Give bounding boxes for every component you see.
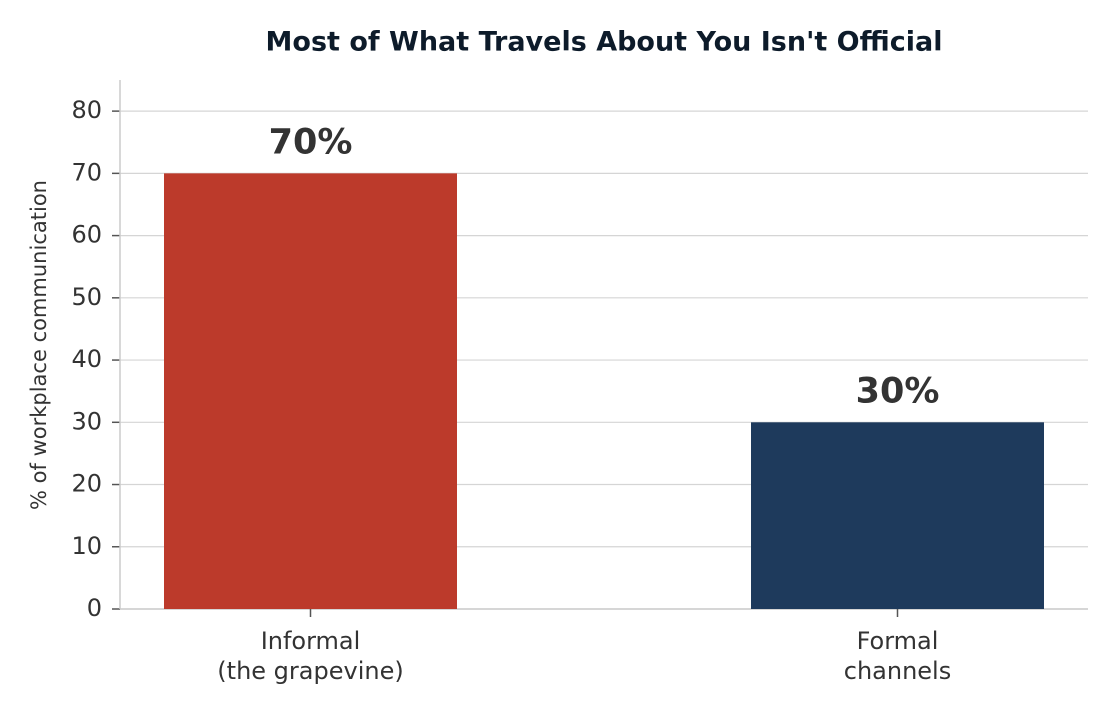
x-tick-label: Informal (the grapevine) bbox=[217, 627, 404, 685]
x-tick-label: Formal channels bbox=[843, 627, 952, 685]
value-label: 30% bbox=[856, 371, 940, 411]
y-tick-label: 10 bbox=[71, 532, 102, 560]
y-tick-label: 50 bbox=[71, 283, 102, 311]
y-tick-label: 0 bbox=[87, 594, 102, 622]
y-tick-label: 80 bbox=[71, 96, 102, 124]
bar bbox=[751, 422, 1044, 609]
y-tick-label: 40 bbox=[71, 345, 102, 373]
y-tick-label: 20 bbox=[71, 470, 102, 498]
chart-title: Most of What Travels About You Isn't Off… bbox=[266, 27, 943, 58]
y-tick-label: 30 bbox=[71, 407, 102, 435]
y-tick-label: 70 bbox=[71, 158, 102, 186]
y-axis-label: % of workplace communication bbox=[27, 180, 51, 510]
y-tick-label: 60 bbox=[71, 221, 102, 249]
bar bbox=[164, 173, 457, 609]
value-label: 70% bbox=[269, 122, 353, 162]
